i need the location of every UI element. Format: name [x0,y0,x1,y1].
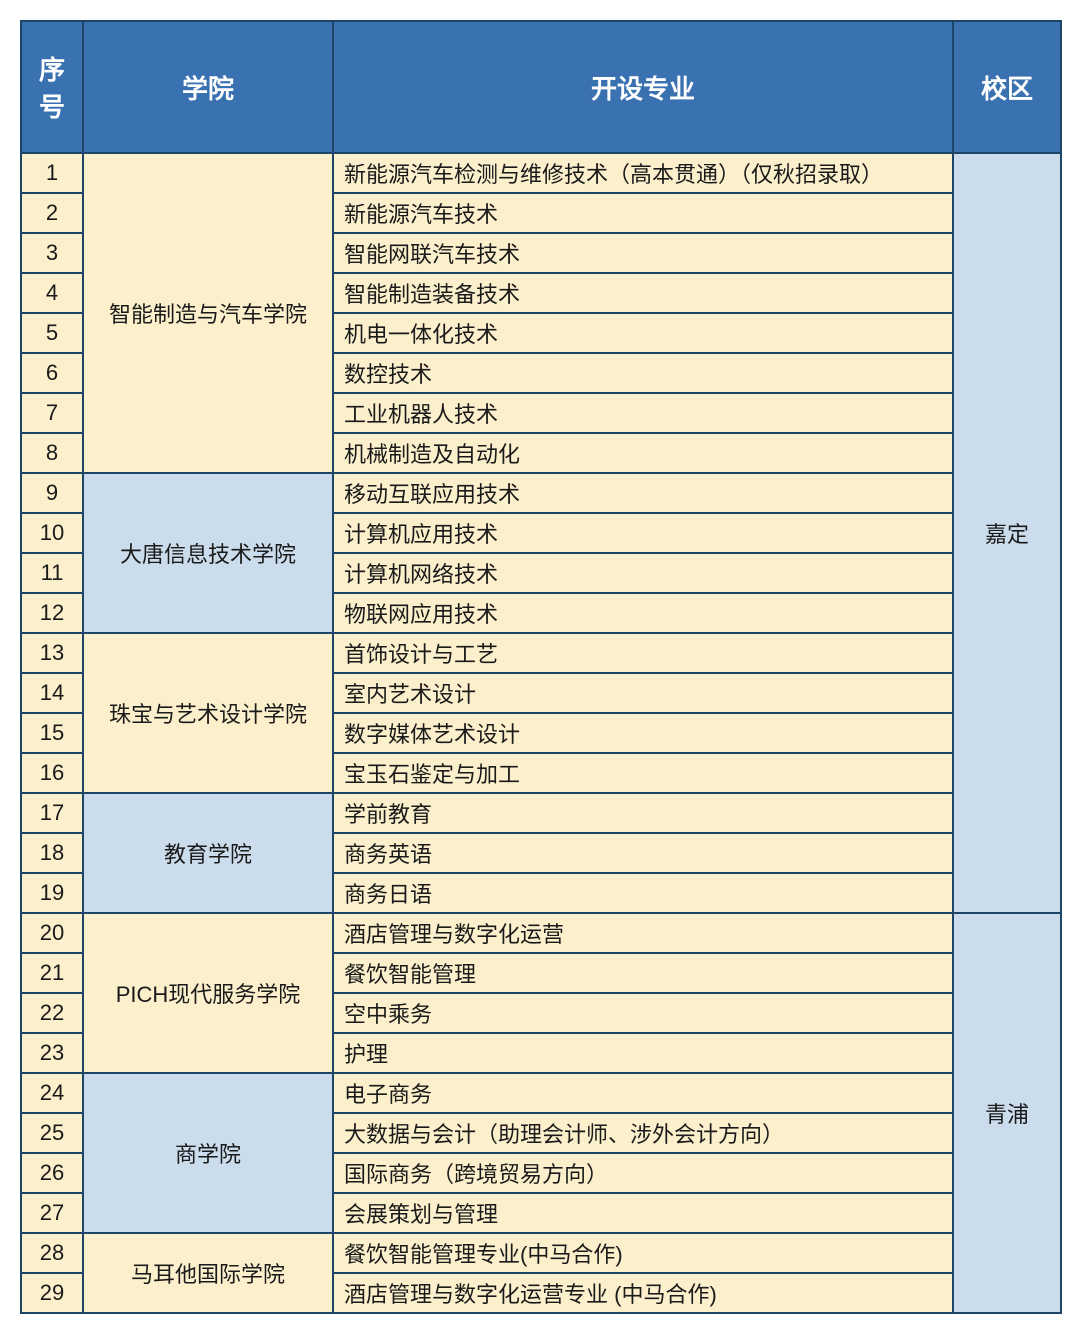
college-cell: 珠宝与艺术设计学院 [83,633,333,793]
major-cell: 宝玉石鉴定与加工 [333,753,953,793]
seq-cell: 3 [21,233,83,273]
seq-cell: 12 [21,593,83,633]
major-cell: 计算机应用技术 [333,513,953,553]
seq-cell: 4 [21,273,83,313]
header-major: 开设专业 [333,21,953,153]
seq-cell: 5 [21,313,83,353]
seq-cell: 22 [21,993,83,1033]
seq-cell: 29 [21,1273,83,1313]
major-cell: 护理 [333,1033,953,1073]
seq-cell: 19 [21,873,83,913]
major-cell: 大数据与会计（助理会计师、涉外会计方向） [333,1113,953,1153]
major-cell: 学前教育 [333,793,953,833]
seq-cell: 13 [21,633,83,673]
major-cell: 酒店管理与数字化运营专业 (中马合作) [333,1273,953,1313]
college-cell: 智能制造与汽车学院 [83,153,333,473]
header-seq: 序号 [21,21,83,153]
seq-cell: 8 [21,433,83,473]
table-header-row: 序号 学院 开设专业 校区 [21,21,1061,153]
major-cell: 机电一体化技术 [333,313,953,353]
major-cell: 空中乘务 [333,993,953,1033]
major-cell: 新能源汽车检测与维修技术（高本贯通）（仅秋招录取） [333,153,953,193]
college-cell: 商学院 [83,1073,333,1233]
major-cell: 首饰设计与工艺 [333,633,953,673]
seq-cell: 23 [21,1033,83,1073]
seq-cell: 20 [21,913,83,953]
major-cell: 室内艺术设计 [333,673,953,713]
seq-cell: 24 [21,1073,83,1113]
seq-cell: 25 [21,1113,83,1153]
majors-table: 序号 学院 开设专业 校区 1智能制造与汽车学院新能源汽车检测与维修技术（高本贯… [20,20,1062,1314]
college-cell: 教育学院 [83,793,333,913]
seq-cell: 10 [21,513,83,553]
seq-cell: 14 [21,673,83,713]
header-campus: 校区 [953,21,1061,153]
table-row: 28马耳他国际学院餐饮智能管理专业(中马合作) [21,1233,1061,1273]
major-cell: 商务日语 [333,873,953,913]
seq-cell: 21 [21,953,83,993]
major-cell: 数字媒体艺术设计 [333,713,953,753]
table-row: 24商学院电子商务 [21,1073,1061,1113]
major-cell: 餐饮智能管理 [333,953,953,993]
seq-cell: 17 [21,793,83,833]
major-cell: 酒店管理与数字化运营 [333,913,953,953]
seq-cell: 27 [21,1193,83,1233]
seq-cell: 28 [21,1233,83,1273]
seq-cell: 6 [21,353,83,393]
table-row: 17教育学院学前教育 [21,793,1061,833]
major-cell: 电子商务 [333,1073,953,1113]
seq-cell: 9 [21,473,83,513]
campus-cell: 嘉定 [953,153,1061,913]
table-row: 13珠宝与艺术设计学院首饰设计与工艺 [21,633,1061,673]
major-cell: 物联网应用技术 [333,593,953,633]
major-cell: 计算机网络技术 [333,553,953,593]
table-row: 9大唐信息技术学院移动互联应用技术 [21,473,1061,513]
seq-cell: 1 [21,153,83,193]
major-cell: 智能制造装备技术 [333,273,953,313]
seq-cell: 16 [21,753,83,793]
major-cell: 商务英语 [333,833,953,873]
major-cell: 餐饮智能管理专业(中马合作) [333,1233,953,1273]
seq-cell: 11 [21,553,83,593]
major-cell: 国际商务（跨境贸易方向） [333,1153,953,1193]
major-cell: 工业机器人技术 [333,393,953,433]
table-row: 1智能制造与汽车学院新能源汽车检测与维修技术（高本贯通）（仅秋招录取）嘉定 [21,153,1061,193]
seq-cell: 2 [21,193,83,233]
college-cell: PICH现代服务学院 [83,913,333,1073]
seq-cell: 18 [21,833,83,873]
major-cell: 数控技术 [333,353,953,393]
table-body: 1智能制造与汽车学院新能源汽车检测与维修技术（高本贯通）（仅秋招录取）嘉定2新能… [21,153,1061,1313]
major-cell: 机械制造及自动化 [333,433,953,473]
seq-cell: 26 [21,1153,83,1193]
college-cell: 马耳他国际学院 [83,1233,333,1313]
seq-cell: 7 [21,393,83,433]
major-cell: 移动互联应用技术 [333,473,953,513]
header-college: 学院 [83,21,333,153]
table-row: 20PICH现代服务学院酒店管理与数字化运营青浦 [21,913,1061,953]
major-cell: 智能网联汽车技术 [333,233,953,273]
major-cell: 新能源汽车技术 [333,193,953,233]
campus-cell: 青浦 [953,913,1061,1313]
seq-cell: 15 [21,713,83,753]
college-cell: 大唐信息技术学院 [83,473,333,633]
major-cell: 会展策划与管理 [333,1193,953,1233]
